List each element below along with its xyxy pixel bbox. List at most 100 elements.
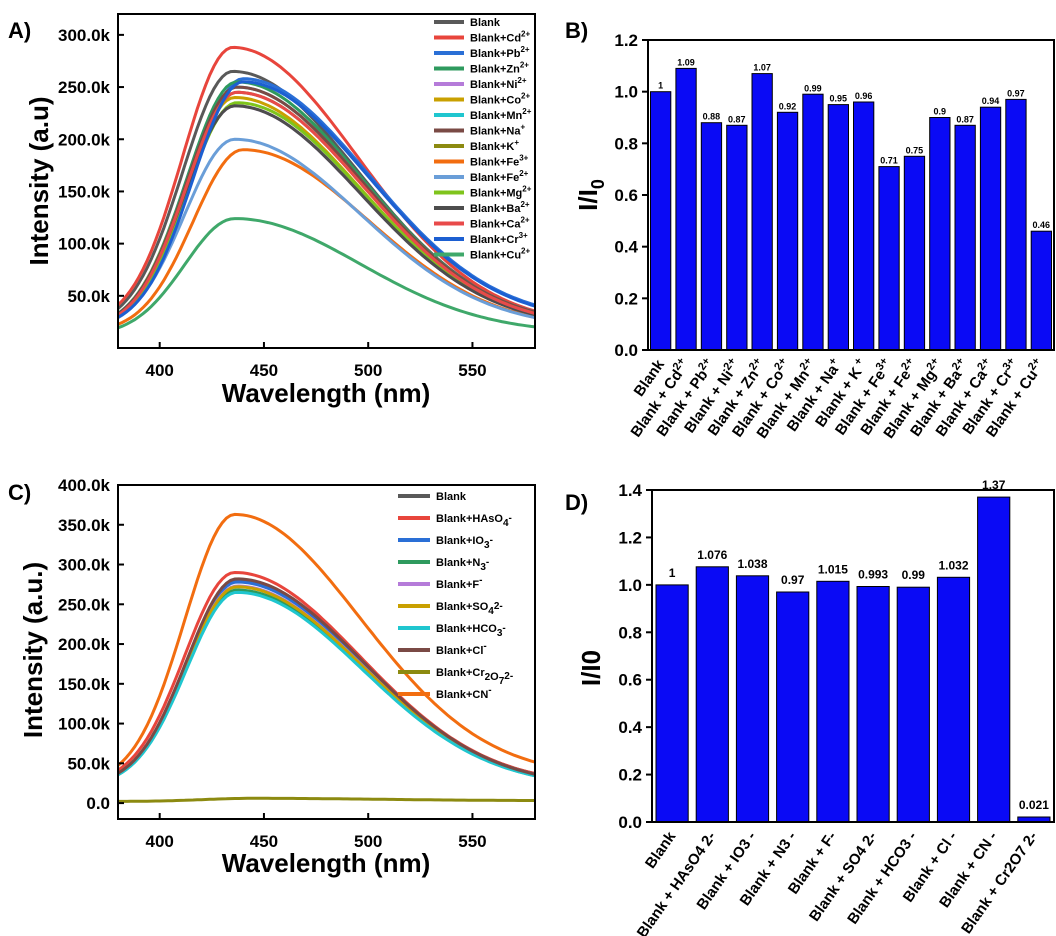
legend-entry: Blank+Cd2+ <box>470 30 530 45</box>
bar-Blank + Na+ <box>827 104 850 351</box>
curve-Blank+Cr3+ <box>117 80 536 319</box>
y-tick-label: 1.2 <box>618 528 642 547</box>
y-tick-label: 1.0 <box>614 83 638 102</box>
bar-value-label: 1.09 <box>677 57 695 67</box>
curve-Blank+Cr2O72- <box>118 796 535 803</box>
x-tick-label: 450 <box>250 361 278 380</box>
y-tick-label: 0.6 <box>614 186 638 205</box>
panel-a-label: A) <box>8 18 31 43</box>
y-tick-label: 150.0k <box>58 675 111 694</box>
bar-Blank + Co2+ <box>776 111 799 351</box>
bar-value-label: 1 <box>669 566 676 580</box>
legend-entry: Blank+Mg2+ <box>470 185 532 200</box>
legend-entry: Blank+Na+ <box>470 123 525 138</box>
x-tick-label: 550 <box>458 361 486 380</box>
panel-d-y-axis-title: I/I0 <box>576 650 606 686</box>
legend-entry: Blank+Cr2O72- <box>436 667 513 687</box>
bar-Blank + F- <box>816 580 850 823</box>
legend-entry: Blank+K+ <box>470 138 519 153</box>
y-tick-label: 150.0k <box>58 182 111 201</box>
bar-Blank + Cu2+ <box>1030 230 1052 351</box>
legend-entry: Blank <box>436 491 467 503</box>
bar-Blank <box>655 584 689 823</box>
panel-b-y-axis-title: I/I0 <box>573 179 608 211</box>
bar-value-label: 0.97 <box>1007 88 1025 98</box>
y-tick-label: 100.0k <box>58 235 111 254</box>
legend-entry: Blank+N3- <box>436 557 489 573</box>
legend-entry: Blank+IO3- <box>436 535 493 551</box>
y-tick-label: 300.0k <box>58 26 111 45</box>
bar-value-label: 0.021 <box>1019 798 1049 812</box>
legend-entry: Blank+Ni2+ <box>470 76 527 91</box>
bar-Blank + Fe2+ <box>903 155 926 351</box>
y-tick-label: 0.0 <box>86 794 110 813</box>
panel-c-label: C) <box>8 480 31 505</box>
panel-b-bar-chart: B) 1 1.09 0.88 0.87 1.07 0.92 0.99 0.95 0.96 0.71… <box>565 18 1055 442</box>
bar-value-label: 0.94 <box>982 96 1000 106</box>
curve-Blank+Fe2+ <box>117 137 536 320</box>
bar-Blank + N3 - <box>776 591 810 823</box>
y-tick-label: 0.8 <box>618 623 642 642</box>
panel-c-y-axis-title: Intensity (a.u.) <box>18 562 48 738</box>
y-tick-label: 200.0k <box>58 130 111 149</box>
curve-Blank+Cl- <box>117 577 536 776</box>
panel-c-line-chart: C) 400 450 500 550 0.0 50.0k 100.0k 150.0k 200.… <box>8 476 536 878</box>
y-tick-label: 0.4 <box>614 238 638 257</box>
bar-value-label: 1.032 <box>938 558 968 572</box>
bar-Blank + K+ <box>853 101 875 351</box>
bar-value-label: 0.95 <box>830 94 848 104</box>
legend-entry: Blank+Fe2+ <box>470 169 529 184</box>
bar-value-label: 1.015 <box>818 562 848 576</box>
y-tick-label: 0.4 <box>618 718 642 737</box>
legend-entry: Blank+Co2+ <box>470 92 530 107</box>
bar-value-label: 0.97 <box>781 573 805 587</box>
category-label: Blank + Cr2O7 2- <box>958 829 1041 936</box>
panel-d-y-axis-title-sub: 0 <box>576 650 606 664</box>
panel-c-curves <box>117 512 536 803</box>
bar-Blank + Cl - <box>936 576 971 823</box>
panel-a-legend: BlankBlank+Cd2+Blank+Pb2+Blank+Zn2+Blank… <box>434 17 532 262</box>
y-tick-label: 50.0k <box>67 287 110 306</box>
panel-a-curves <box>116 45 536 330</box>
panel-c-plot-frame <box>117 484 536 820</box>
legend-entry: Blank+Pb2+ <box>470 45 530 60</box>
bar-value-label: 0.96 <box>855 91 873 101</box>
legend-entry: Blank+Mn2+ <box>470 107 532 122</box>
panel-c-y-ticks: 0.0 50.0k 100.0k 150.0k 200.0k 250.0k 300.0k 35… <box>58 476 124 813</box>
legend-entry: Blank+Cr3+ <box>470 231 528 246</box>
panel-a-line-chart: A) 400 450 500 550 50.0k 100.0k 150.0k 200.0k 2… <box>8 13 536 408</box>
y-tick-label: 0.2 <box>614 289 638 308</box>
y-tick-label: 1.2 <box>614 31 638 50</box>
legend-entry: Blank+Cu2+ <box>470 247 530 262</box>
bar-Blank + Ca2+ <box>979 106 1002 351</box>
legend-entry: Blank+HCO3- <box>436 623 506 639</box>
panel-b-y-axis-title-sub: 0 <box>588 179 608 189</box>
panel-d-bar-chart: D) 1 1.076 1.038 0.97 1.015 0.993 0.99 1.032 1.3… <box>565 478 1055 936</box>
bar-Blank + Mg2+ <box>929 117 951 351</box>
panel-c-x-ticks: 400 450 500 550 <box>146 813 487 851</box>
y-tick-label: 0.0 <box>618 813 642 832</box>
x-tick-label: 400 <box>146 361 174 380</box>
bar-value-label: 0.993 <box>858 568 888 582</box>
bar-value-label: 1.038 <box>737 557 767 571</box>
bar-value-label: 0.75 <box>906 145 924 155</box>
bar-value-label: 0.99 <box>902 568 926 582</box>
panel-d-label: D) <box>565 490 588 515</box>
bar-Blank + HAsO4 2- <box>695 566 729 823</box>
bar-Blank + Mn2+ <box>802 93 824 351</box>
panel-a-plot-frame <box>117 13 536 349</box>
curve-Blank+HCO3- <box>117 590 536 778</box>
legend-entry: Blank+SO42- <box>436 601 503 617</box>
bar-Blank + Ba2+ <box>954 124 976 351</box>
legend-entry: Blank+CN- <box>436 685 492 701</box>
bar-value-label: 1.07 <box>753 63 771 73</box>
bar-Blank + Zn2+ <box>751 73 773 351</box>
legend-entry: Blank <box>470 17 501 29</box>
panel-c-legend: Blank Blank+HAsO4- Blank+IO3- Blank+N3- Blan… <box>398 491 513 701</box>
x-tick-label: 500 <box>354 832 382 851</box>
curve-Blank+Ca2+ <box>117 90 536 317</box>
legend-entry: Blank+Ba2+ <box>470 200 530 215</box>
bar-value-label: 0.99 <box>804 83 822 93</box>
